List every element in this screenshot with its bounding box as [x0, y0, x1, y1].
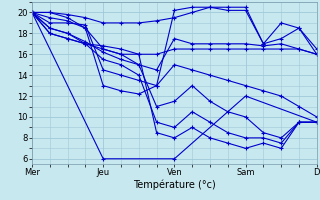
- X-axis label: Température (°c): Température (°c): [133, 180, 216, 190]
